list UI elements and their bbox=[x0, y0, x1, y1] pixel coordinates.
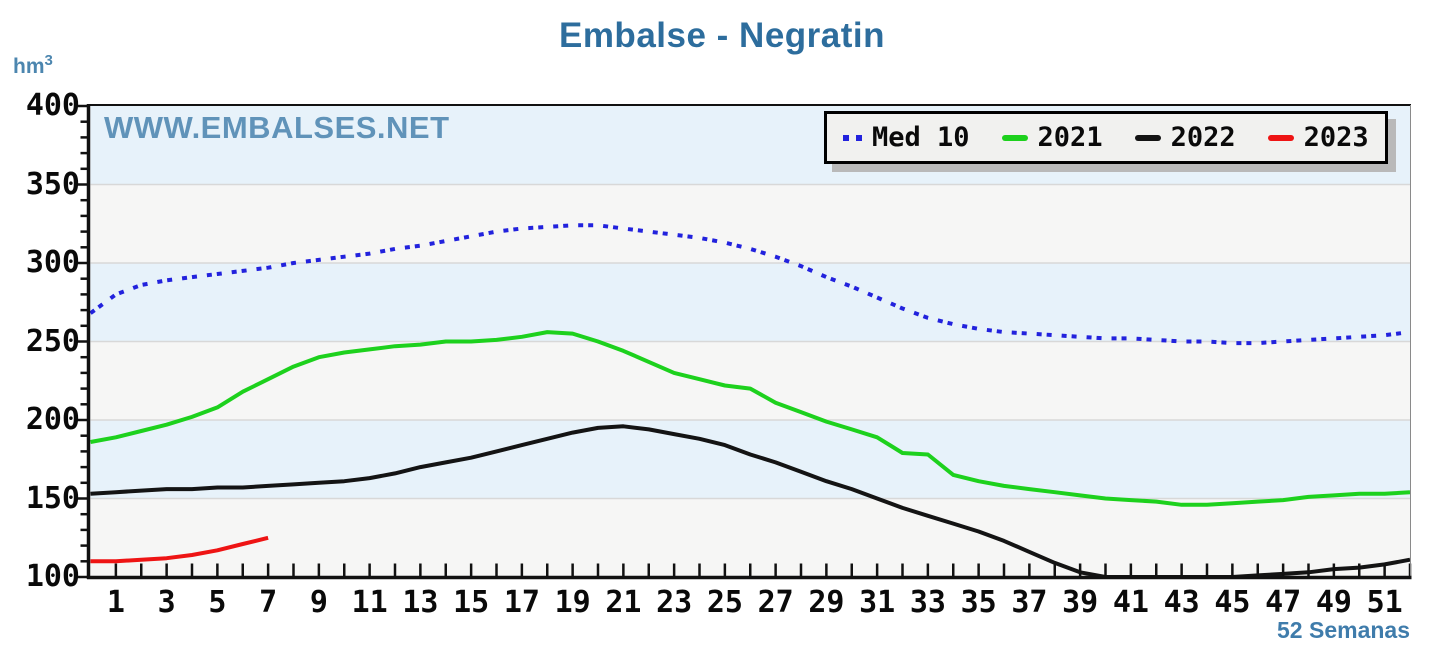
x-tick-label: 43 bbox=[1163, 585, 1200, 620]
plot-band bbox=[90, 341, 1410, 420]
legend-entry-2022: 2022 bbox=[1134, 122, 1236, 153]
legend-dot bbox=[843, 134, 849, 141]
y-tick-label: 300 bbox=[25, 245, 80, 280]
legend-label: 2023 bbox=[1303, 122, 1369, 153]
series-line-2023 bbox=[90, 535, 269, 564]
x-tick-label: 41 bbox=[1112, 585, 1149, 620]
x-tick-label: 45 bbox=[1214, 585, 1251, 620]
plot-band bbox=[90, 184, 1410, 263]
legend-entry-med-10: Med 10 bbox=[843, 124, 970, 151]
x-tick-label: 39 bbox=[1062, 585, 1099, 620]
x-tick-label: 7 bbox=[259, 585, 278, 620]
x-tick-label: 15 bbox=[453, 585, 490, 620]
x-tick-label: 35 bbox=[960, 585, 997, 620]
x-tick-label: 5 bbox=[208, 585, 227, 620]
unit-base: hm bbox=[13, 55, 45, 78]
x-tick-label: 25 bbox=[706, 585, 743, 620]
y-tick-label: 400 bbox=[25, 88, 80, 123]
x-tick-label: 47 bbox=[1265, 585, 1302, 620]
x-tick-label: 29 bbox=[808, 585, 845, 620]
legend-dot bbox=[856, 134, 862, 141]
y-tick-label: 250 bbox=[25, 323, 80, 359]
x-tick-label: 9 bbox=[309, 585, 328, 620]
watermark-text: WWW.EMBALSES.NET bbox=[104, 110, 450, 145]
y-tick-label: 100 bbox=[25, 559, 80, 594]
x-tick-label: 23 bbox=[656, 585, 693, 620]
plot-band bbox=[90, 420, 1410, 499]
legend-label: 2022 bbox=[1170, 122, 1236, 153]
page-title: Embalse - Negratin bbox=[558, 16, 886, 55]
y-tick-label: 350 bbox=[25, 166, 80, 202]
x-tick-label: 51 bbox=[1366, 585, 1403, 620]
legend-dotted-line-icon bbox=[843, 134, 862, 141]
legend-entry-2021: 2021 bbox=[1001, 122, 1103, 153]
legend-entry-2023: 2023 bbox=[1267, 122, 1369, 153]
x-axis-caption: 52 Semanas bbox=[1277, 617, 1410, 643]
x-tick-label: 17 bbox=[503, 585, 540, 620]
x-tick-label: 11 bbox=[351, 585, 388, 620]
legend-label: 2021 bbox=[1037, 122, 1103, 153]
series-line-2021 bbox=[90, 330, 1411, 507]
y-tick-label: 200 bbox=[25, 402, 80, 437]
legend-label: Med 10 bbox=[872, 122, 970, 153]
x-tick-label: 37 bbox=[1011, 585, 1048, 620]
unit-exponent: 3 bbox=[44, 52, 53, 69]
legend-solid-line-icon bbox=[1267, 134, 1294, 141]
y-axis-unit-label: hm3 bbox=[13, 52, 53, 79]
plot-band bbox=[90, 263, 1410, 342]
x-tick-label: 49 bbox=[1315, 585, 1352, 620]
x-tick-label: 21 bbox=[605, 585, 642, 620]
x-tick-label: 1 bbox=[106, 585, 125, 620]
y-tick-label: 150 bbox=[25, 480, 80, 516]
x-tick-label: 31 bbox=[859, 585, 896, 620]
x-tick-label: 3 bbox=[157, 585, 176, 620]
chart-legend: Med 10 2021 2022 2023 bbox=[824, 111, 1388, 164]
legend-solid-line-icon bbox=[1134, 134, 1161, 141]
legend-solid-line-icon bbox=[1001, 134, 1028, 141]
x-tick-label: 13 bbox=[402, 585, 439, 620]
x-tick-label: 27 bbox=[757, 585, 794, 620]
x-tick-label: 33 bbox=[909, 585, 946, 620]
series-line-med-10 bbox=[89, 223, 1411, 346]
x-tick-label: 19 bbox=[554, 585, 591, 620]
